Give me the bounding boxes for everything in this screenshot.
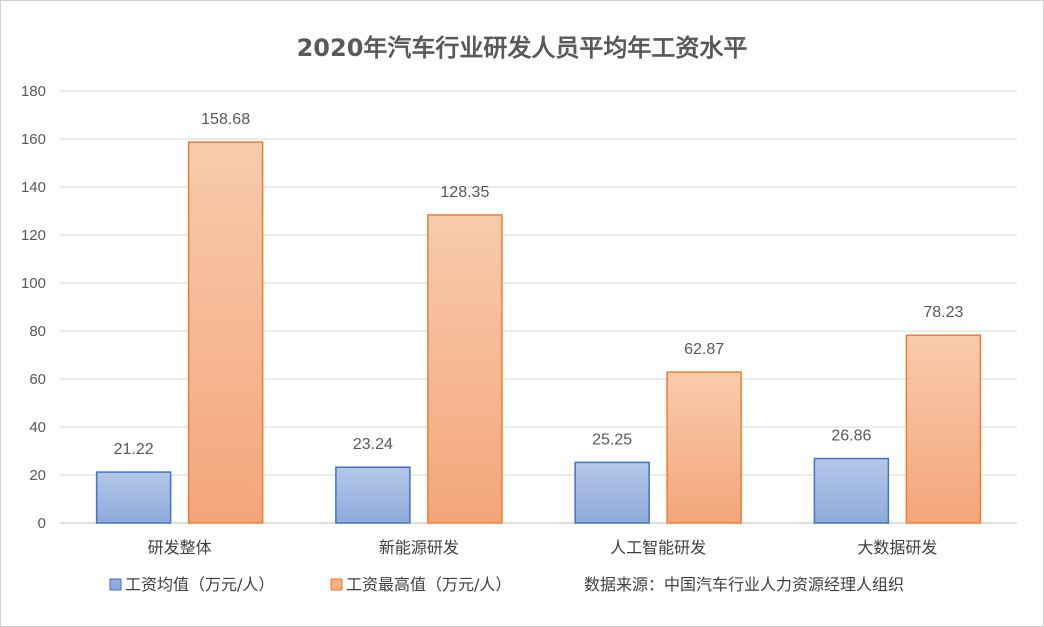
data-label: 26.86 xyxy=(831,428,871,445)
y-tick-label: 60 xyxy=(29,371,46,388)
y-tick-label: 40 xyxy=(29,419,46,436)
y-tick-label: 100 xyxy=(21,275,46,292)
chart-title: 2020年汽车行业研发人员平均年工资水平 xyxy=(297,34,748,62)
x-tick-label: 研发整体 xyxy=(148,538,212,557)
data-label: 21.22 xyxy=(114,441,154,458)
bar-mean-3 xyxy=(813,457,890,524)
bar-max-3 xyxy=(905,334,982,524)
x-tick-label: 人工智能研发 xyxy=(610,538,706,557)
y-tick-label: 180 xyxy=(21,83,46,100)
y-tick-label: 140 xyxy=(21,179,46,196)
legend-swatch xyxy=(109,578,122,591)
legend-label: 工资最高值（万元/人） xyxy=(346,575,511,594)
bar-max-0 xyxy=(187,141,264,524)
y-tick-label: 0 xyxy=(38,515,46,532)
bar-max-1 xyxy=(427,214,503,524)
data-label: 23.24 xyxy=(353,436,393,453)
data-label: 158.68 xyxy=(201,111,250,128)
bar-max-2 xyxy=(666,371,742,524)
bar-mean-1 xyxy=(335,466,411,524)
data-label: 62.87 xyxy=(684,341,724,358)
data-label: 78.23 xyxy=(923,304,963,321)
bar-mean-2 xyxy=(574,461,650,524)
x-tick-label: 新能源研发 xyxy=(379,538,459,557)
x-tick-label: 大数据研发 xyxy=(857,538,937,557)
bar-mean-0 xyxy=(95,471,172,524)
y-tick-label: 120 xyxy=(21,227,46,244)
y-tick-label: 160 xyxy=(21,131,46,148)
legend-label: 工资均值（万元/人） xyxy=(125,575,274,594)
y-tick-label: 80 xyxy=(29,323,46,340)
data-label: 128.35 xyxy=(440,184,489,201)
legend-swatch xyxy=(330,578,343,591)
data-label: 25.25 xyxy=(592,431,632,448)
y-tick-label: 20 xyxy=(29,467,46,484)
source-note: 数据来源：中国汽车行业人力资源经理人组织 xyxy=(584,575,904,594)
